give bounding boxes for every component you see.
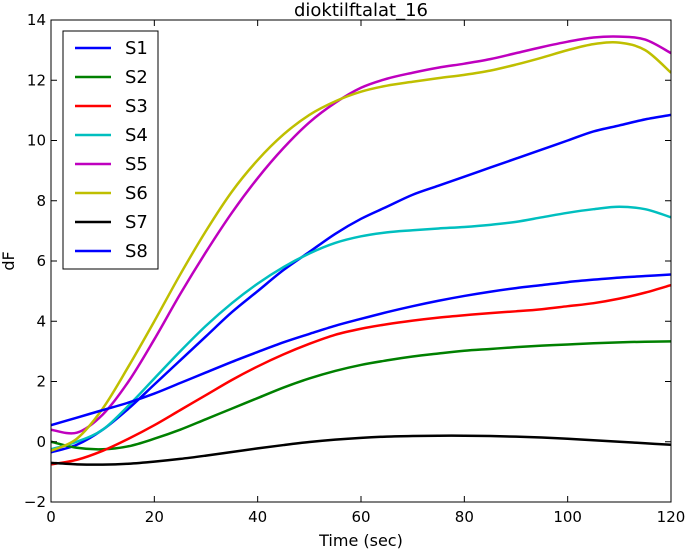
legend: S1 S2 S3 S4 S5 S6 S7 S8 xyxy=(62,30,159,270)
series-line-s3 xyxy=(51,283,671,466)
y-tick-label: 4 xyxy=(36,312,46,330)
x-tick-label: 60 xyxy=(351,508,370,526)
y-tick-label: 8 xyxy=(36,192,46,210)
legend-label-s8: S8 xyxy=(125,241,148,262)
x-tick-label: 100 xyxy=(553,508,582,526)
x-tick-label: 40 xyxy=(248,508,267,526)
y-axis-title: dF xyxy=(0,251,18,270)
series-line-s1 xyxy=(51,113,671,454)
series-line-s7 xyxy=(51,434,671,466)
legend-label-s4: S4 xyxy=(125,125,148,146)
series-line-s6 xyxy=(51,40,671,452)
legend-label-s7: S7 xyxy=(125,212,148,233)
x-tick-label: 120 xyxy=(657,508,686,526)
chart-title: dioktilftalat_16 xyxy=(294,0,428,21)
series-line-s8 xyxy=(51,273,671,427)
series-line-s4 xyxy=(51,205,671,451)
x-tick-label: 0 xyxy=(46,508,56,526)
plot-lines xyxy=(51,35,671,466)
y-tick-label: 14 xyxy=(27,11,46,29)
y-tick-label: 6 xyxy=(36,252,46,270)
x-axis-title: Time (sec) xyxy=(318,531,403,550)
y-tick-label: 10 xyxy=(27,132,46,150)
x-tick-label: 20 xyxy=(145,508,164,526)
series-line-s2 xyxy=(51,340,671,451)
legend-box xyxy=(62,30,159,270)
legend-label-s3: S3 xyxy=(125,96,148,117)
legend-label-s5: S5 xyxy=(125,154,148,175)
y-tick-label: 2 xyxy=(36,373,46,391)
y-tick-label: 12 xyxy=(27,71,46,89)
series-line-s5 xyxy=(51,35,671,435)
legend-label-s1: S1 xyxy=(125,38,148,59)
legend-label-s2: S2 xyxy=(125,67,148,88)
y-tick-label: −2 xyxy=(24,493,46,511)
legend-label-s6: S6 xyxy=(125,183,148,204)
x-tick-label: 80 xyxy=(455,508,474,526)
y-tick-label: 0 xyxy=(36,433,46,451)
